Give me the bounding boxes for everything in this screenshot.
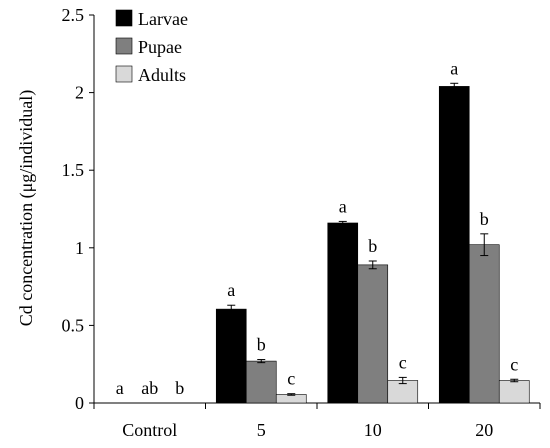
bar bbox=[275, 394, 307, 404]
significance-letter: a bbox=[450, 58, 458, 78]
significance-letter: b bbox=[175, 378, 184, 398]
significance-letter: c bbox=[399, 352, 407, 372]
bar bbox=[215, 308, 247, 404]
legend-label: Pupae bbox=[138, 37, 182, 57]
significance-letter: ab bbox=[141, 378, 158, 398]
error-bars bbox=[227, 82, 519, 396]
bar bbox=[245, 360, 277, 404]
significance-letter: c bbox=[287, 369, 295, 389]
x-axis: Control 5 10 20 bbox=[93, 402, 541, 440]
legend-label: Adults bbox=[138, 65, 186, 85]
x-tick-label: 5 bbox=[257, 420, 266, 440]
bar bbox=[438, 86, 470, 404]
bar bbox=[327, 222, 359, 404]
y-tick-label: 0 bbox=[75, 393, 84, 413]
y-tick-label: 0.5 bbox=[62, 315, 85, 335]
legend-label: Larvae bbox=[138, 9, 188, 29]
bar bbox=[498, 380, 530, 404]
x-tick-label: 20 bbox=[475, 420, 493, 440]
legend-swatch bbox=[115, 37, 133, 55]
significance-letter: c bbox=[510, 354, 518, 374]
significance-letter: a bbox=[339, 196, 347, 216]
y-tick-label: 2 bbox=[75, 83, 84, 103]
bar bbox=[357, 264, 389, 404]
legend-swatch bbox=[115, 9, 133, 27]
y-tick-label: 1 bbox=[75, 238, 84, 258]
legend: Larvae Pupae Adults bbox=[115, 9, 188, 85]
bars bbox=[215, 86, 530, 404]
bar bbox=[468, 244, 500, 404]
significance-letter: b bbox=[368, 236, 377, 256]
x-tick-label: 10 bbox=[364, 420, 382, 440]
significance-letter: b bbox=[257, 335, 266, 355]
x-tick-label: Control bbox=[122, 420, 177, 440]
y-axis-title: Cd concentration (μg/individual) bbox=[16, 90, 37, 327]
significance-letter: b bbox=[480, 209, 489, 229]
y-tick-label: 2.5 bbox=[62, 5, 85, 25]
legend-swatch bbox=[115, 65, 133, 83]
significance-letter: a bbox=[227, 280, 235, 300]
significance-letter: a bbox=[116, 378, 124, 398]
y-axis: 0 0.5 1 1.5 2 2.5 bbox=[62, 5, 95, 413]
y-tick-label: 1.5 bbox=[62, 160, 85, 180]
